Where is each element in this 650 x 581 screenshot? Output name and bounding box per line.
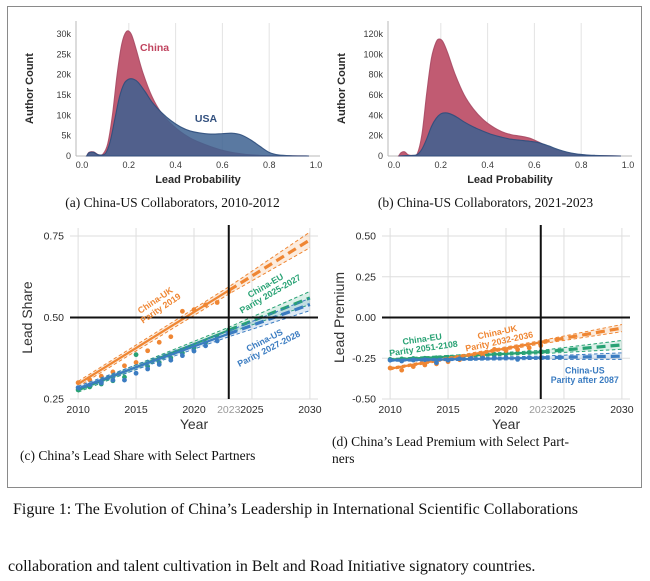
svg-text:Lead Probability: Lead Probability [155, 174, 241, 186]
svg-text:0.6: 0.6 [216, 160, 229, 170]
svg-text:40k: 40k [368, 110, 383, 120]
svg-text:0.0: 0.0 [76, 160, 89, 170]
series-label-china-uk: China-UKParity 2019 [133, 283, 183, 326]
axis-titles: Year Lead Share [20, 281, 208, 432]
y-axis-ticks: 0 5k 10k 15k 20k 25k 30k [56, 29, 71, 161]
svg-text:2010: 2010 [378, 404, 402, 416]
svg-text:5k: 5k [61, 131, 71, 141]
chart-b-canvas: 0 20k 40k 60k 80k 100k 120k 0.0 0.2 0.4 0.6 0.8 1.0 L… [336, 21, 635, 186]
body-text: collaboration and talent cultivation in … [8, 558, 536, 575]
svg-text:15k: 15k [56, 90, 71, 100]
panel-b-caption: (b) China-US Collaborators, 2021-2023 [377, 195, 594, 210]
svg-text:2030: 2030 [298, 404, 322, 416]
svg-text:2010: 2010 [66, 404, 90, 416]
y-axis-ticks: 0 20k 40k 60k 80k 100k 120k [363, 29, 383, 161]
svg-text:30k: 30k [56, 29, 71, 39]
svg-text:2023: 2023 [217, 404, 241, 416]
svg-text:0.50: 0.50 [44, 312, 65, 324]
svg-text:0.50: 0.50 [356, 231, 377, 243]
svg-text:20k: 20k [56, 70, 71, 80]
parity-crosshair [382, 225, 630, 399]
svg-text:0.4: 0.4 [481, 160, 494, 170]
y-axis-ticks: 0.50 0.25 0.00 -0.25 -0.50 [352, 231, 376, 406]
panel-d-caption-line1: (d) China’s Lead Premium with Select Par… [332, 434, 569, 449]
svg-text:0.0: 0.0 [388, 160, 401, 170]
svg-text:Lead Premium: Lead Premium [332, 272, 347, 363]
density-area-usa [85, 78, 309, 157]
svg-text:2015: 2015 [436, 404, 460, 416]
svg-text:0.8: 0.8 [575, 160, 588, 170]
svg-text:2025: 2025 [240, 404, 264, 416]
svg-text:0: 0 [378, 151, 383, 161]
svg-text:20k: 20k [368, 131, 383, 141]
axis-titles: Lead Probability Author Count [336, 53, 554, 186]
svg-text:0.00: 0.00 [356, 312, 377, 324]
x-axis-ticks: 2010 2015 2020 2023 2025 2030 [66, 404, 321, 416]
svg-text:2015: 2015 [124, 404, 148, 416]
axis-titles: Lead Probability Author Count [24, 53, 242, 186]
series-label-china-us: China-US Parity after 2087 [551, 366, 619, 386]
svg-text:0.2: 0.2 [435, 160, 448, 170]
svg-text:80k: 80k [368, 70, 383, 80]
svg-text:2020: 2020 [182, 404, 206, 416]
svg-text:China-USParity after 2087: China-US Parity after 2087 [551, 366, 619, 386]
svg-text:USA: USA [195, 113, 218, 125]
svg-text:1.0: 1.0 [622, 160, 635, 170]
svg-text:2030: 2030 [610, 404, 634, 416]
panel-c-scatter-chart: China-UKParity 2019 China-EUParity 2025-2… [20, 221, 325, 433]
x-axis-ticks: 2010 2015 2020 2023 2025 2030 [378, 404, 633, 416]
figure-caption: Figure 1: The Evolution of China’s Leade… [13, 501, 578, 518]
figure-1-box: 0 5k 10k 15k 20k 25k 30k 0.0 0.2 0.4 0.6 0.8 1.0 Lead… [7, 6, 642, 488]
svg-text:2023: 2023 [529, 404, 553, 416]
svg-text:Lead Share: Lead Share [20, 281, 35, 354]
svg-text:Lead Probability: Lead Probability [467, 174, 553, 186]
y-axis-ticks: 0.75 0.50 0.25 [44, 231, 65, 406]
series-annotations: China USA [140, 42, 218, 125]
axis-titles: Year Lead Premium [332, 272, 520, 432]
svg-text:0.8: 0.8 [263, 160, 276, 170]
svg-text:0.4: 0.4 [169, 160, 182, 170]
svg-text:Year: Year [180, 416, 209, 432]
svg-text:-0.25: -0.25 [352, 353, 376, 365]
svg-text:-0.50: -0.50 [352, 394, 376, 406]
panel-d-caption-line2: ners [332, 451, 355, 466]
gridlines [70, 228, 318, 400]
panel-c-caption: (c) China’s Lead Share with Select Partn… [20, 448, 256, 463]
density-area-usa [398, 112, 621, 157]
svg-text:Year: Year [492, 416, 521, 432]
chart-a-canvas: 0 5k 10k 15k 20k 25k 30k 0.0 0.2 0.4 0.6 0.8 1.0 Lead… [24, 21, 323, 186]
svg-text:0: 0 [66, 151, 71, 161]
svg-text:0.25: 0.25 [356, 271, 377, 283]
panel-a-caption: (a) China-US Collaborators, 2010-2012 [65, 195, 280, 210]
panel-d-caption: (d) China’s Lead Premium with Select Par… [332, 433, 640, 467]
svg-text:2020: 2020 [494, 404, 518, 416]
svg-text:100k: 100k [363, 49, 383, 59]
svg-text:0.75: 0.75 [44, 231, 65, 243]
panel-b-density-chart: 0 20k 40k 60k 80k 100k 120k 0.0 0.2 0.4 0.6 0.8 1.0 L… [332, 9, 639, 189]
svg-text:China-UKParity 2019: China-UKParity 2019 [133, 283, 183, 325]
panel-a-density-chart: 0 5k 10k 15k 20k 25k 30k 0.0 0.2 0.4 0.6 0.8 1.0 Lead… [20, 9, 325, 189]
svg-text:60k: 60k [368, 90, 383, 100]
svg-text:120k: 120k [363, 29, 383, 39]
svg-text:Author Count: Author Count [24, 53, 36, 124]
panel-d-scatter-chart: China-EUParity 2051-2108 China-UKParity 2… [332, 221, 639, 433]
svg-text:25k: 25k [56, 49, 71, 59]
svg-text:Author Count: Author Count [336, 53, 348, 124]
x-axis-ticks: 0.0 0.2 0.4 0.6 0.8 1.0 [388, 160, 635, 170]
svg-text:1.0: 1.0 [310, 160, 323, 170]
series-china-us [75, 297, 311, 391]
parity-crosshair [70, 225, 318, 399]
svg-text:0.2: 0.2 [123, 160, 136, 170]
svg-text:0.6: 0.6 [528, 160, 541, 170]
svg-text:0.25: 0.25 [44, 394, 65, 406]
svg-text:10k: 10k [56, 110, 71, 120]
svg-text:2025: 2025 [552, 404, 576, 416]
x-axis-ticks: 0.0 0.2 0.4 0.6 0.8 1.0 [76, 160, 323, 170]
svg-text:China: China [140, 42, 169, 54]
